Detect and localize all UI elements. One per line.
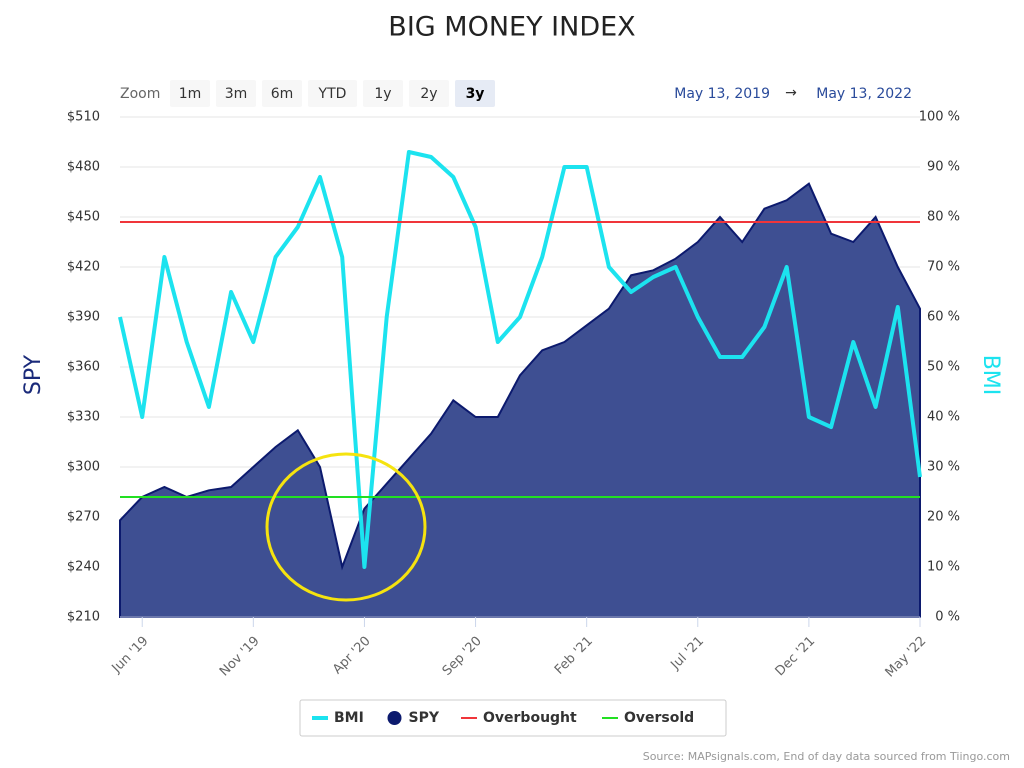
zoom-button-bg[interactable]: [216, 80, 256, 107]
zoom-button-label[interactable]: 3m: [225, 86, 248, 102]
zoom-button-bg[interactable]: [455, 80, 495, 107]
y-tick-label: $420: [67, 260, 100, 275]
chart-title: BIG MONEY INDEX: [388, 12, 635, 43]
y-tick-label: $390: [67, 310, 100, 325]
legend-item[interactable]: Overbought: [461, 710, 577, 726]
zoom-button[interactable]: 3m: [216, 80, 256, 107]
y2-tick-label: 60 %: [927, 310, 960, 325]
range-to: May 13, 2022: [816, 86, 912, 102]
range-arrow: →: [785, 85, 797, 101]
x-tick-label: Nov '19: [217, 634, 263, 680]
y2-tick-label: 10 %: [927, 560, 960, 575]
y2-tick-label: 100 %: [919, 110, 960, 125]
y-tick-label: $360: [67, 360, 100, 375]
zoom-button[interactable]: 2y: [409, 80, 449, 107]
zoom-button[interactable]: YTD: [308, 80, 357, 107]
x-tick-label: Dec '21: [773, 634, 819, 680]
bmi-line: [118, 150, 922, 569]
legend-box: [299, 699, 727, 737]
x-tick-label: Feb '21: [552, 634, 596, 678]
legend-label[interactable]: SPY: [409, 710, 440, 726]
spy-area: [119, 182, 921, 618]
zoom-button-bg[interactable]: [308, 80, 357, 107]
y-tick-label: $330: [67, 410, 100, 425]
zoom-button-label[interactable]: 1m: [179, 86, 202, 102]
zoom-button[interactable]: 3y: [455, 80, 495, 107]
legend-label[interactable]: Overbought: [483, 710, 577, 726]
source-note: Source: MAPsignals.com, End of day data …: [643, 750, 1010, 763]
y2-tick-label: 70 %: [927, 260, 960, 275]
zoom-button-bg[interactable]: [363, 80, 403, 107]
zoom-button-bg[interactable]: [262, 80, 302, 107]
y-axis-title: SPY: [21, 354, 46, 395]
zoom-button-bg[interactable]: [170, 80, 210, 107]
legend-label[interactable]: Oversold: [624, 710, 694, 726]
y2-axis-title: BMI: [978, 355, 1003, 396]
y2-tick-label: 30 %: [927, 460, 960, 475]
y2-tick-label: 20 %: [927, 510, 960, 525]
y-tick-label: $510: [67, 110, 100, 125]
y2-tick-label: 90 %: [927, 160, 960, 175]
zoom-button-label[interactable]: 6m: [271, 86, 294, 102]
y2-tick-label: 80 %: [927, 210, 960, 225]
y-tick-label: $300: [67, 460, 100, 475]
range-from: May 13, 2019: [674, 86, 770, 102]
y-tick-label: $480: [67, 160, 100, 175]
legend: BMI SPY Overbought Oversold: [312, 710, 694, 726]
y2-tick-label: 0 %: [935, 610, 960, 625]
x-tick-label: Apr '20: [330, 634, 374, 678]
y-tick-label: $450: [67, 210, 100, 225]
x-tick-label: Jun '19: [109, 634, 152, 677]
x-tick-label: Sep '20: [440, 634, 485, 679]
zoom-button-label[interactable]: YTD: [318, 86, 347, 102]
legend-symbol[interactable]: [387, 711, 402, 725]
y-tick-label: $270: [67, 510, 100, 525]
x-tick-label: Jul '21: [668, 634, 708, 674]
zoom-label: Zoom: [120, 86, 160, 102]
legend-item[interactable]: Oversold: [602, 710, 694, 726]
zoom-button-label[interactable]: 1y: [374, 86, 391, 102]
zoom-button-label[interactable]: 3y: [466, 86, 485, 102]
zoom-button[interactable]: 1y: [363, 80, 403, 107]
y-tick-label: $240: [67, 560, 100, 575]
zoom-button[interactable]: 6m: [262, 80, 302, 107]
x-tick-label: May '22: [883, 634, 930, 681]
y2-tick-label: 40 %: [927, 410, 960, 425]
zoom-button-bg[interactable]: [409, 80, 449, 107]
y-tick-label: $210: [67, 610, 100, 625]
legend-item[interactable]: SPY: [387, 710, 440, 726]
plot-area: [118, 116, 922, 618]
zoom-button-label[interactable]: 2y: [420, 86, 437, 102]
zoom-button[interactable]: 1m: [170, 80, 210, 107]
highlight-circle: [265, 452, 427, 602]
legend-item[interactable]: BMI: [312, 710, 364, 726]
legend-label[interactable]: BMI: [334, 710, 364, 726]
y2-tick-label: 50 %: [927, 360, 960, 375]
